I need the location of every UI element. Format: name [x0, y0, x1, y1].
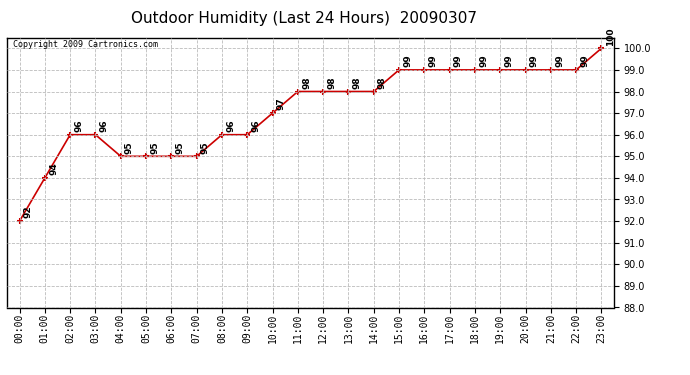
Text: 96: 96 [226, 119, 235, 132]
Text: 99: 99 [530, 54, 539, 67]
Text: 99: 99 [454, 54, 463, 67]
Text: Copyright 2009 Cartronics.com: Copyright 2009 Cartronics.com [13, 40, 158, 49]
Text: 99: 99 [580, 54, 589, 67]
Text: 98: 98 [378, 76, 387, 89]
Text: 94: 94 [49, 162, 58, 175]
Text: 96: 96 [99, 119, 108, 132]
Text: 95: 95 [125, 141, 134, 153]
Text: 98: 98 [327, 76, 336, 89]
Text: 95: 95 [201, 141, 210, 153]
Text: 98: 98 [353, 76, 362, 89]
Text: 92: 92 [23, 206, 32, 218]
Text: 96: 96 [251, 119, 260, 132]
Text: 99: 99 [428, 54, 437, 67]
Text: 97: 97 [277, 98, 286, 110]
Text: 100: 100 [606, 27, 615, 45]
Text: 96: 96 [75, 119, 83, 132]
Text: 99: 99 [479, 54, 488, 67]
Text: 99: 99 [403, 54, 412, 67]
Text: 95: 95 [150, 141, 159, 153]
Text: 95: 95 [175, 141, 184, 153]
Text: Outdoor Humidity (Last 24 Hours)  20090307: Outdoor Humidity (Last 24 Hours) 2009030… [130, 11, 477, 26]
Text: 99: 99 [555, 54, 564, 67]
Text: 99: 99 [504, 54, 513, 67]
Text: 98: 98 [302, 76, 311, 89]
